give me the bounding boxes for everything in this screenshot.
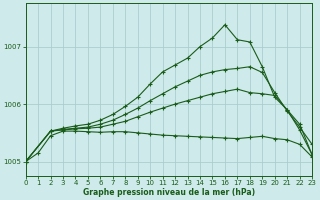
X-axis label: Graphe pression niveau de la mer (hPa): Graphe pression niveau de la mer (hPa) (83, 188, 255, 197)
